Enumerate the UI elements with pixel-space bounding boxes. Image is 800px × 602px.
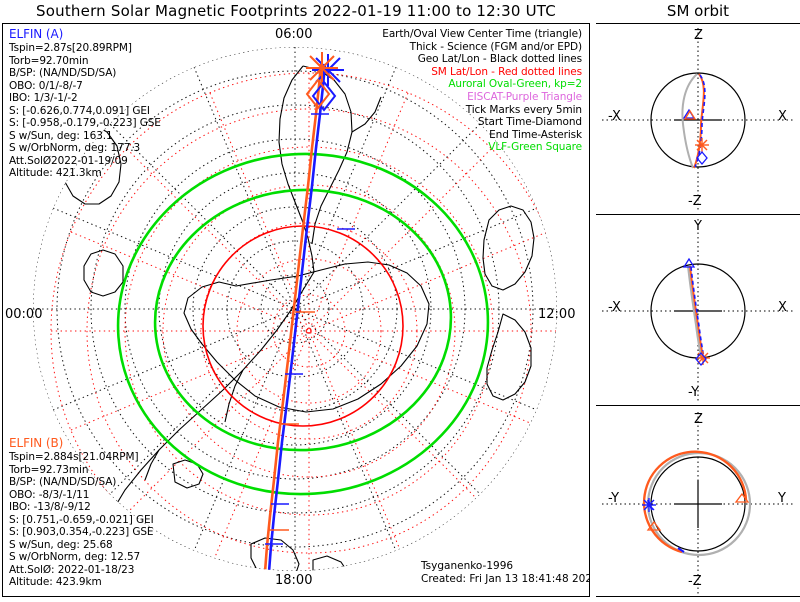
end-marker-b [306, 52, 338, 84]
probe-b-name: ELFIN (B) [9, 436, 64, 450]
legend-item: SM Lat/Lon - Red dotted lines [431, 65, 582, 78]
legend-item: Earth/Oval View Center Time (triangle) [382, 28, 582, 40]
axis-label-z-top: Z [694, 28, 703, 43]
page-title: Southern Solar Magnetic Footprints 2022-… [36, 2, 556, 20]
legend-item: VLF-Green Square [488, 141, 582, 154]
probe-a-info: ELFIN (A) Tspin=2.87s[20.89RPM] Torb=92.… [9, 27, 161, 180]
sm-orbit-column: Z -Z -X X Y [596, 23, 800, 597]
probe-b-line: IBO: -13/8/-9/12 [9, 501, 91, 514]
probe-a-line: Altitude: 421.3km [9, 167, 102, 180]
end-marker-a [312, 54, 344, 86]
legend-item: Thick - Science (FGM and/or EPD) [409, 40, 582, 53]
legend-item: Auroral Oval-Green, kp=2 [448, 78, 582, 91]
probe-b-line: Att.SolØ: 2022-01-18/23 [9, 563, 135, 576]
probe-b-line: OBO: -8/3/-1/11 [9, 488, 90, 501]
probe-b-line: Altitude: 423.9km [9, 576, 102, 589]
sm-orbit-panel-yz[interactable]: Z -Z -Y Y [596, 405, 800, 597]
probe-b-line: Tspin=2.884s[21.04RPM] [9, 451, 139, 463]
sm-orbit-plot-yz [602, 412, 794, 594]
probe-a-line: S: [-0.626,0.774,0.091] GEI [9, 104, 150, 117]
model-name: Tsyganenko-1996 [421, 560, 514, 572]
plot-credits: Tsyganenko-1996 Created: Fri Jan 13 18:4… [421, 560, 590, 586]
clock-label-06: 06:00 [275, 27, 313, 42]
clock-label-18: 18:00 [275, 573, 313, 588]
legend-item: Tick Marks every 5min [465, 103, 582, 116]
legend-item: Start Time-Diamond [477, 116, 582, 129]
axis-label-x-pos: X [778, 300, 787, 315]
probe-b-line: S: [0.751,-0.659,-0.021] GEI [9, 513, 154, 526]
probe-a-name: ELFIN (A) [9, 27, 64, 41]
axis-label-z-top: Z [694, 412, 703, 427]
legend-item: EISCAT-Purple Triangle [467, 90, 582, 103]
axis-label-z-bottom: -Z [688, 574, 702, 589]
legend-item: Geo Lat/Lon - Black dotted lines [417, 53, 582, 66]
probe-a-line: IBO: 1/3/-1/-2 [9, 92, 78, 105]
sm-orbit-panel-xy[interactable]: Y -Y -X X [596, 214, 800, 405]
axis-label-y-neg: -Y [608, 491, 620, 506]
probe-b-info: ELFIN (B) Tspin=2.884s[21.04RPM] Torb=92… [9, 436, 154, 589]
polar-footprint-plot [33, 47, 557, 571]
probe-b-line: S w/Sun, deg: 25.68 [9, 538, 113, 551]
axis-label-x-neg: -X [608, 300, 621, 315]
clock-label-12: 12:00 [538, 307, 576, 322]
probe-a-line: OBO: 0/1/-8/-7 [9, 79, 83, 92]
axis-label-y-top: Y [694, 219, 702, 234]
axis-label-y-bottom: -Y [688, 385, 700, 400]
plot-legend: Earth/Oval View Center Time (triangle) T… [382, 28, 582, 154]
probe-b-line: B/SP: (NA/ND/SD/SA) [9, 476, 117, 489]
axis-label-z-bottom: -Z [688, 194, 702, 209]
probe-a-line: B/SP: (NA/ND/SD/SA) [9, 67, 117, 80]
sm-orbit-plot-xz [602, 28, 794, 211]
probe-b-line: Torb=92.73min [9, 463, 89, 476]
probe-b-line: S w/OrbNorm, deg: 12.57 [9, 551, 141, 564]
probe-a-line: Tspin=2.87s[20.89RPM] [9, 42, 132, 54]
axis-label-x-pos: X [778, 109, 787, 124]
probe-a-line: Att.SolØ2022-01-19/09 [9, 154, 128, 167]
axis-label-x-neg: -X [608, 109, 621, 124]
probe-b-line: S: [0.903,0.354,-0.223] GSE [9, 526, 154, 539]
footprint-map-panel[interactable]: 06:00 00:00 12:00 18:00 ELFIN (A) Tspin=… [2, 23, 590, 597]
legend-item: End Time-Asterisk [489, 128, 582, 141]
created-timestamp: Created: Fri Jan 13 18:41:48 2023 [421, 573, 590, 585]
probe-a-line: Torb=92.70min [9, 54, 89, 67]
sm-orbit-title: SM orbit [666, 2, 730, 20]
probe-a-line: S w/OrbNorm, deg: 177.3 [9, 142, 141, 155]
axis-label-y-pos: Y [778, 491, 786, 506]
probe-a-line: S: [-0.958,-0.179,-0.223] GSE [9, 117, 161, 130]
clock-label-00: 00:00 [5, 307, 43, 322]
sm-orbit-plot-xy [602, 219, 794, 402]
sm-orbit-panel-xz[interactable]: Z -Z -X X [596, 23, 800, 214]
probe-a-line: S w/Sun, deg: 163.1 [9, 129, 113, 142]
